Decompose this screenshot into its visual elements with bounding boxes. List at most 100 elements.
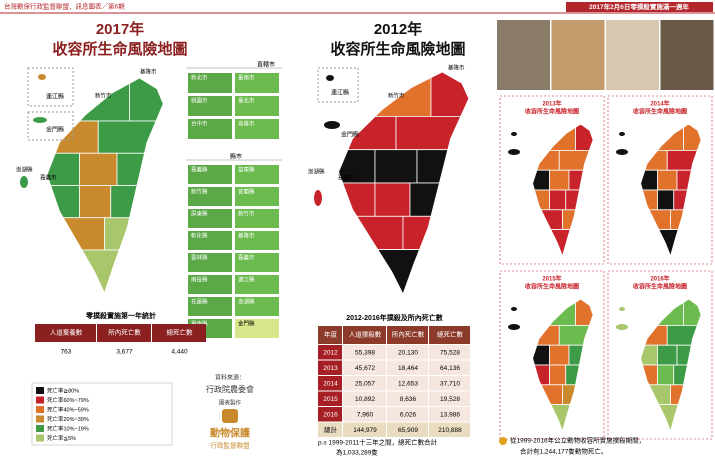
text: 55,398 [355,349,375,356]
text: 總死亡數 [437,330,464,339]
table-cell [97,343,151,360]
text: 所內死亡數 [392,330,425,339]
text: 嘉義市 [40,173,57,181]
text: 37,710 [440,380,460,387]
small-map-box [607,270,713,440]
text: 所內死亡數 [108,328,141,337]
text: 合計有1,244,177隻動物死亡。 [520,447,607,456]
text: 210,888 [438,427,462,434]
county-box [235,275,279,294]
text: 2012 [323,349,338,356]
text: 10,892 [355,396,375,403]
text: 苗栗縣 [238,165,255,173]
text: 2017年2月6日零撲殺實施滿一週年 [589,2,689,11]
legend-swatch [36,434,44,442]
small-map-box [499,95,605,265]
text: 動物保護 [210,427,251,440]
text: 收容所生命風險地圖 [330,40,465,58]
map-outline [640,123,702,258]
text: 收容所生命風險地圖 [52,40,187,58]
text: 6,026 [400,411,417,418]
legend-swatch [36,396,44,404]
text: 宜蘭縣 [238,187,255,195]
text: 18,464 [398,365,418,372]
county-box [235,187,279,206]
county-region [549,344,570,366]
text: 2017年 [96,20,144,38]
county-box [235,253,279,272]
city-box [235,73,279,93]
island [616,149,628,155]
text: 臺南市 [238,73,255,81]
text: 嘉義市 [238,253,255,261]
text: 總計 [324,425,338,434]
text: 臺北市 [238,96,255,104]
text: 20,130 [398,349,418,356]
table-header-cell [429,326,470,344]
legend-swatch [36,387,44,394]
island [20,176,28,188]
text: 2014年 [650,100,669,108]
county-region [657,344,678,366]
photo [497,20,550,90]
text: 連江縣 [238,275,255,283]
text: 總死亡數 [167,328,194,337]
text: 763 [61,349,72,356]
table-cell [343,391,386,406]
text: 死亡率20%~39% [47,415,89,423]
county-region [79,185,112,219]
text: 死亡率≧80% [47,386,79,394]
text: 基隆市 [448,63,465,71]
county-box [188,275,232,294]
text: 25,057 [355,380,375,387]
text: 收容所生命風險地圖 [633,283,687,291]
island [314,190,322,206]
header-badge [566,2,713,12]
table-cell [343,407,386,422]
text: 花蓮縣 [191,297,208,305]
text: 金門縣 [341,131,359,139]
text: 澎湖縣 [16,165,33,173]
text: 64,136 [440,365,460,372]
text: 直轄市 [257,61,275,69]
county-box [235,297,279,316]
table-cell [387,407,428,422]
text: 新竹市 [95,91,112,99]
table-cell [318,407,342,422]
summary-icon [499,437,507,445]
text: 2013年 [542,100,561,108]
text: 2015年 [542,275,561,283]
text: 2012年 [374,20,422,38]
table-cell [152,343,206,360]
text: 144,979 [353,427,377,434]
text: 2013 [323,365,338,372]
text: 連江縣 [46,93,64,101]
island [508,149,520,155]
text: 圖表製作 [219,398,242,406]
county-box [235,209,279,228]
text: 台中市 [191,119,208,127]
text: p.s 1999-2011十三年之間，總死亡數合計 [318,438,438,447]
table-cell [35,343,96,360]
table-header-cell [318,326,342,344]
island [619,132,625,136]
table-header-cell [387,326,428,344]
island [511,132,517,136]
text: 金門縣 [46,126,64,134]
text: 新竹市 [238,209,255,217]
county-region [549,169,570,191]
county-box [188,209,232,228]
text: 新北市 [191,73,208,81]
text: 19,528 [440,396,460,403]
island [616,324,628,330]
table-cell [318,422,342,437]
text: 45,672 [355,365,375,372]
text: 收容所生命風險地圖 [633,108,687,116]
text: 行政院農委會 [206,384,254,394]
text: 2016 [323,411,338,418]
table-cell [318,345,342,360]
text: 4,440 [171,349,188,356]
text: 桃園市 [191,96,208,104]
logo [222,409,238,423]
text: 屏東縣 [191,209,208,217]
